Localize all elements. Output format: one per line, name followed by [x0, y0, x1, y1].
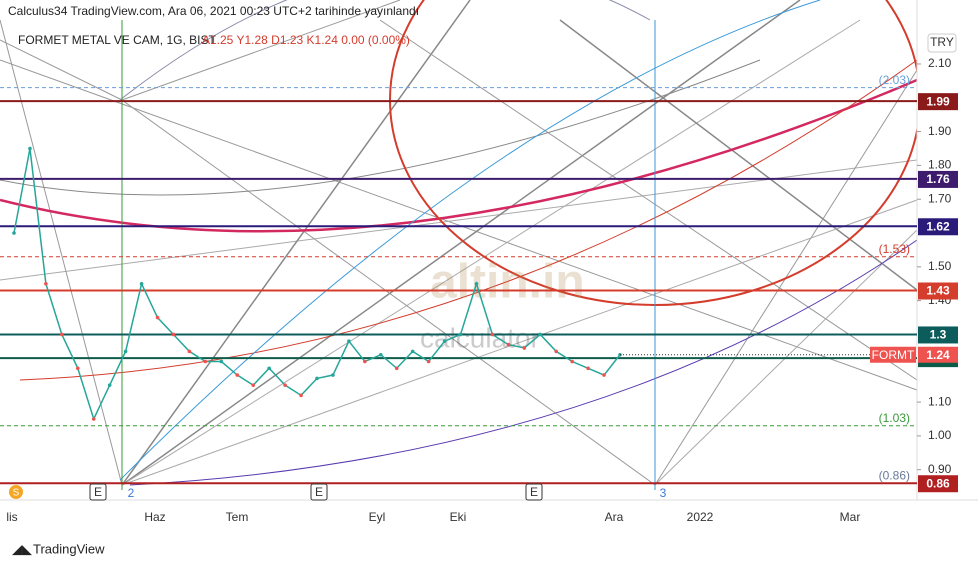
y-tick-label: 1.80 — [928, 158, 952, 172]
currency-badge[interactable] — [927, 33, 957, 53]
price-point — [219, 359, 224, 364]
x-tick-label: Ara — [605, 510, 624, 524]
price-point — [187, 349, 192, 354]
price-axis — [917, 0, 978, 500]
x-tick-label: Eki — [450, 510, 467, 524]
price-point — [363, 359, 367, 364]
price-point — [426, 359, 431, 364]
level-label: 1.62 — [926, 219, 950, 233]
last-name: FORMT — [872, 348, 915, 362]
y-tick-label: 1.70 — [928, 191, 952, 205]
level-badge — [918, 170, 958, 188]
price-point — [91, 417, 96, 421]
y-tick-label: 0.90 — [928, 462, 952, 476]
price-point — [315, 376, 319, 381]
x-tick-label: lis — [6, 510, 17, 524]
watermark-brand: altin.in — [430, 256, 585, 309]
watermark: altin.in calculator — [420, 256, 585, 354]
price-point — [251, 383, 256, 387]
x-tick-label: Haz — [144, 510, 165, 524]
event-label: E — [315, 485, 323, 499]
price-point — [570, 359, 574, 364]
last-name-badge — [870, 346, 916, 363]
footer-brand: TradingView — [33, 541, 105, 556]
price-point — [474, 281, 479, 286]
y-tick-label: 2.10 — [928, 56, 952, 70]
level-badge — [918, 475, 958, 493]
cycle-label: 3 — [660, 486, 667, 500]
price-point — [602, 373, 606, 377]
price-point — [554, 349, 559, 354]
price-point — [12, 231, 16, 235]
level-badge — [918, 218, 958, 236]
last-value: 1.24 — [926, 348, 950, 362]
level-label: 1.3 — [930, 328, 947, 342]
dashed-level-label: (1.53) — [879, 242, 910, 256]
price-point — [490, 332, 495, 337]
price-point — [586, 366, 590, 371]
price-point — [538, 332, 543, 337]
price-point — [267, 366, 271, 371]
x-tick-label: Eyl — [369, 510, 386, 524]
price-point — [331, 373, 335, 377]
y-tick-label: 1.90 — [928, 124, 952, 138]
dashed-level-label: (1.03) — [879, 411, 910, 425]
price-point — [139, 281, 144, 286]
price-point — [123, 349, 128, 354]
price-point — [347, 339, 351, 344]
level-label: 1.76 — [926, 172, 950, 186]
event-label: E — [530, 485, 538, 499]
level-badge — [918, 93, 958, 111]
ohlc: A1.25 Y1.28 D1.23 K1.24 0.00 (0.00%) — [202, 33, 410, 47]
price-point — [107, 383, 112, 387]
price-point — [394, 366, 399, 371]
level-label: 1.99 — [926, 94, 950, 108]
y-tick-label: 1.10 — [928, 394, 952, 408]
price-point — [155, 315, 160, 320]
cycle-label: 2 — [128, 486, 135, 500]
x-tick-label: 2022 — [687, 510, 714, 524]
price-point — [506, 342, 511, 347]
price-point — [522, 346, 527, 350]
split-marker — [9, 485, 23, 499]
price-point — [410, 349, 415, 354]
price-point — [44, 281, 48, 286]
price-point — [299, 393, 303, 398]
footer-logo: ◢◣ — [12, 541, 32, 556]
price-point — [235, 373, 240, 377]
price-point — [203, 359, 208, 364]
price-point — [442, 339, 447, 344]
dashed-level-label: (0.86) — [879, 468, 910, 482]
price-point — [458, 332, 463, 337]
event-marker — [310, 483, 328, 501]
split-label: S — [13, 488, 20, 499]
y-tick-label: 1.50 — [928, 259, 952, 273]
last-badge — [918, 346, 958, 363]
price-point — [283, 383, 287, 387]
price-point — [75, 366, 80, 371]
event-label: E — [94, 485, 102, 499]
price-point — [60, 332, 64, 337]
x-tick-label: Mar — [840, 510, 861, 524]
event-marker — [525, 483, 543, 501]
level-badge — [918, 326, 958, 344]
dashed-level-label: (2.03) — [879, 73, 910, 87]
level-label: 1.43 — [926, 284, 950, 298]
y-tick-label: 1.00 — [928, 428, 952, 442]
x-tick-label: Tem — [226, 510, 249, 524]
currency[interactable]: TRY — [930, 35, 954, 49]
level-label: 0.86 — [926, 476, 950, 490]
price-point — [171, 332, 176, 337]
symbol: FORMET METAL VE CAM, 1G, BIST — [18, 33, 216, 47]
level-badge — [918, 282, 958, 300]
event-marker — [89, 483, 107, 501]
publisher: Calculus34 TradingView.com, Ara 06, 2021… — [8, 4, 419, 18]
price-point — [28, 146, 32, 151]
price-point — [378, 352, 383, 357]
